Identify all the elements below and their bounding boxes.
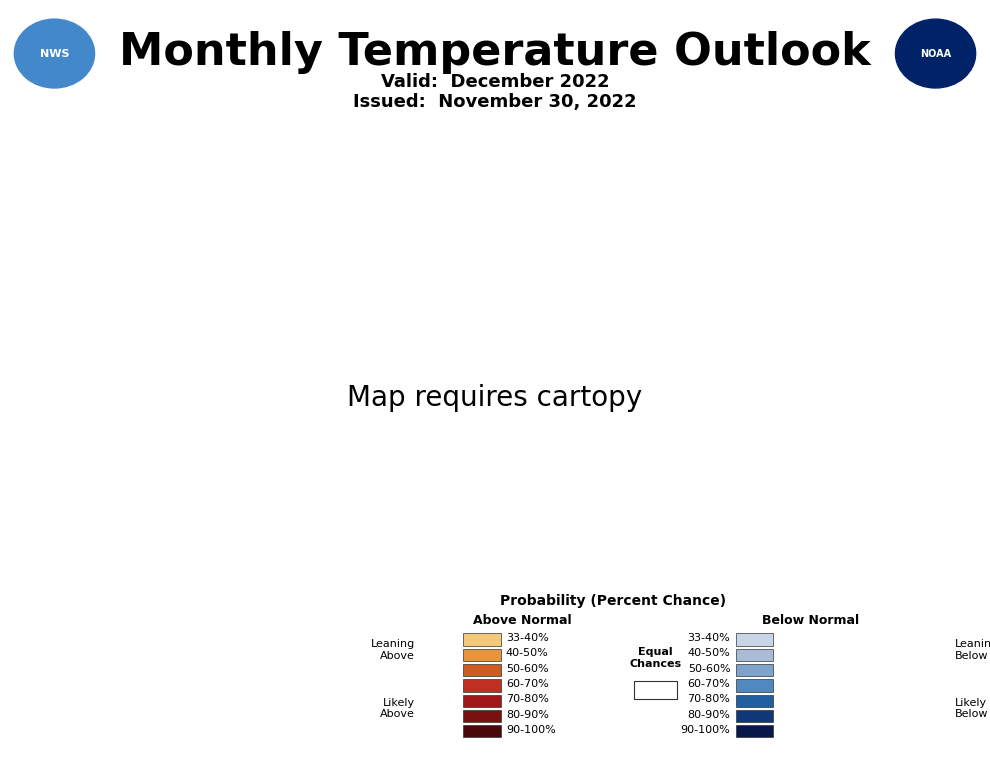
Text: NOAA: NOAA [920, 48, 951, 59]
Bar [463, 725, 501, 737]
Text: 90-100%: 90-100% [681, 724, 731, 735]
Circle shape [895, 19, 975, 88]
Text: 80-90%: 80-90% [687, 709, 731, 720]
Text: 80-90%: 80-90% [506, 709, 548, 720]
Text: Leaning
Below: Leaning Below [955, 640, 990, 661]
Text: Leaning
Above: Leaning Above [371, 640, 415, 661]
Text: Below Normal: Below Normal [762, 614, 859, 627]
Bar [463, 695, 501, 707]
Text: Probability (Percent Chance): Probability (Percent Chance) [500, 594, 726, 607]
Text: 60-70%: 60-70% [688, 679, 731, 689]
Bar [736, 649, 773, 661]
Text: Above Normal: Above Normal [472, 614, 571, 627]
Text: 90-100%: 90-100% [506, 724, 555, 735]
Text: 60-70%: 60-70% [506, 679, 548, 689]
Bar [463, 710, 501, 722]
Text: 40-50%: 40-50% [688, 648, 731, 659]
Text: Valid:  December 2022: Valid: December 2022 [381, 73, 609, 91]
Bar [736, 725, 773, 737]
Text: 50-60%: 50-60% [688, 663, 731, 674]
Bar [736, 710, 773, 722]
Text: 33-40%: 33-40% [688, 633, 731, 643]
Text: Issued:  November 30, 2022: Issued: November 30, 2022 [353, 93, 637, 112]
Text: Likely
Above: Likely Above [380, 698, 415, 719]
Text: 40-50%: 40-50% [506, 648, 548, 659]
Text: 33-40%: 33-40% [506, 633, 548, 643]
Bar [736, 695, 773, 707]
Bar [635, 681, 677, 699]
Bar [463, 664, 501, 676]
Text: 70-80%: 70-80% [506, 694, 548, 705]
Text: NWS: NWS [40, 48, 69, 59]
Text: Map requires cartopy: Map requires cartopy [347, 384, 643, 412]
Text: 50-60%: 50-60% [506, 663, 548, 674]
Text: Equal
Chances: Equal Chances [630, 647, 682, 669]
Text: Likely
Below: Likely Below [955, 698, 988, 719]
Bar [736, 633, 773, 646]
Text: 70-80%: 70-80% [687, 694, 731, 705]
Bar [463, 649, 501, 661]
Bar [463, 679, 501, 692]
Bar [736, 664, 773, 676]
Bar [736, 679, 773, 692]
Bar [463, 633, 501, 646]
Circle shape [14, 19, 94, 88]
Text: Monthly Temperature Outlook: Monthly Temperature Outlook [119, 31, 871, 73]
